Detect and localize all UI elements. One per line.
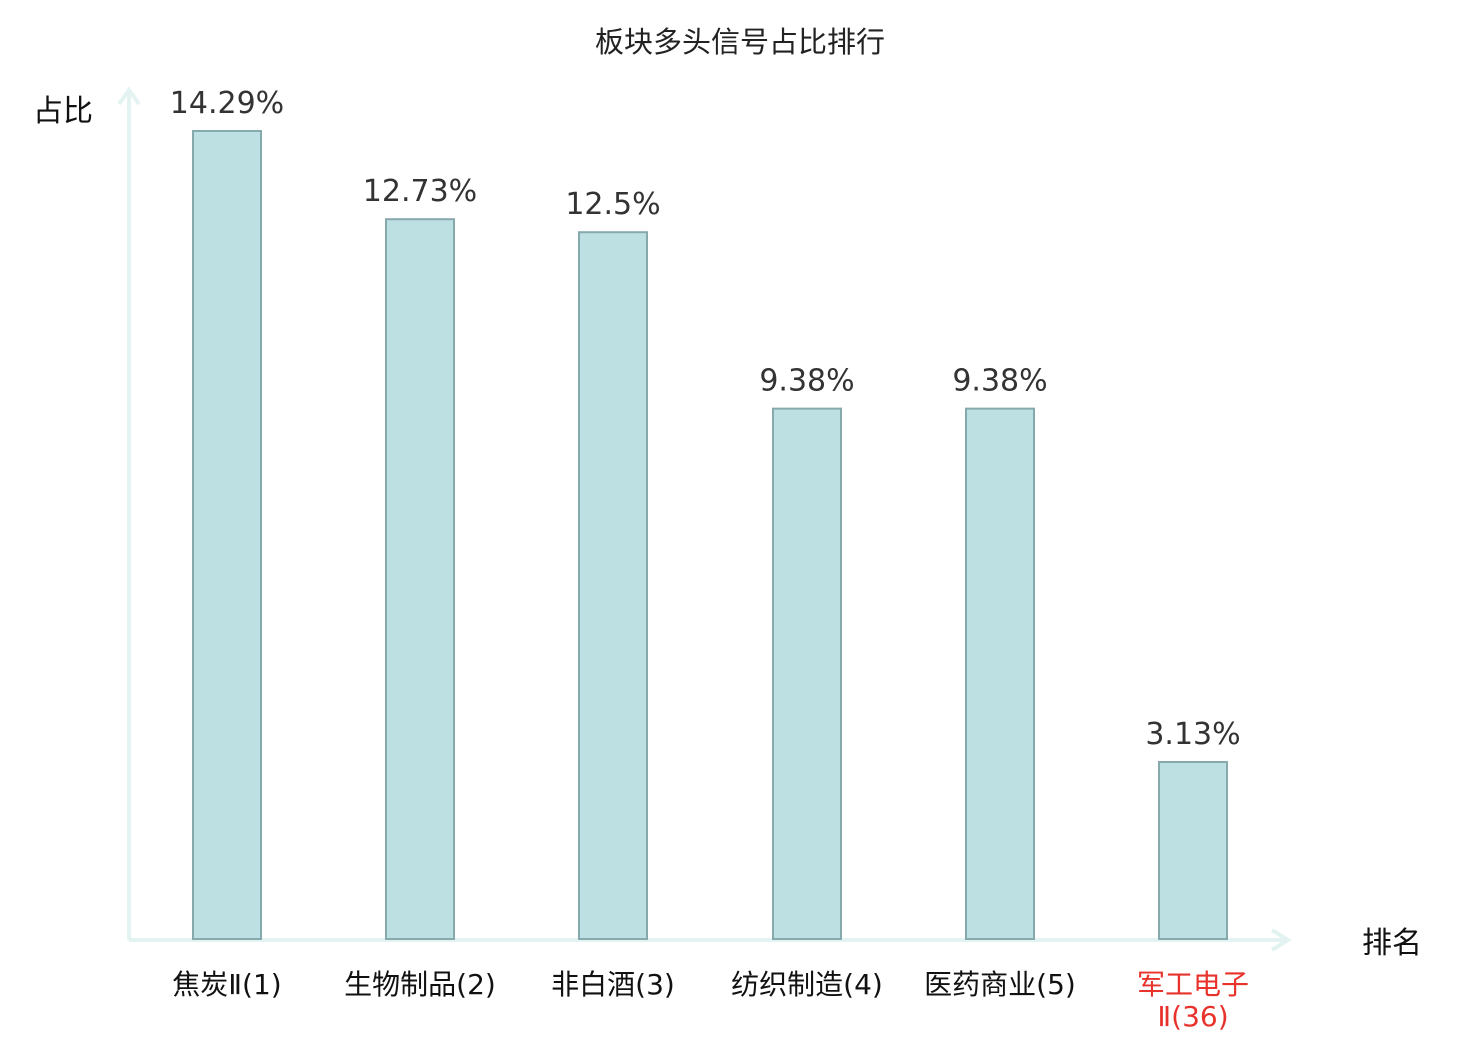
- y-axis-arrow: [117, 86, 141, 106]
- bar-1: [192, 130, 262, 940]
- labels-group: 14.29% 焦炭Ⅱ(1) 12.73% 生物制品(2) 12.5% 非白酒(3) 9.38…: [170, 86, 1249, 1033]
- category-label-3: 非白酒(3): [551, 968, 675, 1001]
- value-label-2: 12.73%: [363, 174, 477, 209]
- value-label-6: 3.13%: [1145, 717, 1240, 752]
- value-label-3: 12.5%: [565, 187, 660, 222]
- bars-group: [192, 130, 1228, 941]
- value-label-5: 9.38%: [952, 364, 1047, 399]
- category-label-6: 军工电子 Ⅱ(36): [1137, 968, 1249, 1033]
- bar-5: [965, 407, 1035, 941]
- category-label-4: 纺织制造(4): [731, 968, 883, 1001]
- bar-4: [772, 407, 842, 941]
- bar-6: [1158, 761, 1228, 940]
- bar-3: [578, 231, 648, 940]
- x-axis-label: 排名: [1362, 926, 1422, 961]
- chart-title: 板块多头信号占比排行: [595, 25, 885, 59]
- bar-2: [385, 218, 455, 940]
- category-label-2: 生物制品(2): [344, 968, 496, 1001]
- value-label-4: 9.38%: [759, 364, 854, 399]
- value-label-1: 14.29%: [170, 86, 284, 121]
- x-axis-arrow: [1270, 928, 1292, 952]
- category-label-5: 医药商业(5): [924, 968, 1076, 1001]
- category-label-1: 焦炭Ⅱ(1): [172, 968, 281, 1001]
- y-axis-label: 占比: [33, 94, 93, 129]
